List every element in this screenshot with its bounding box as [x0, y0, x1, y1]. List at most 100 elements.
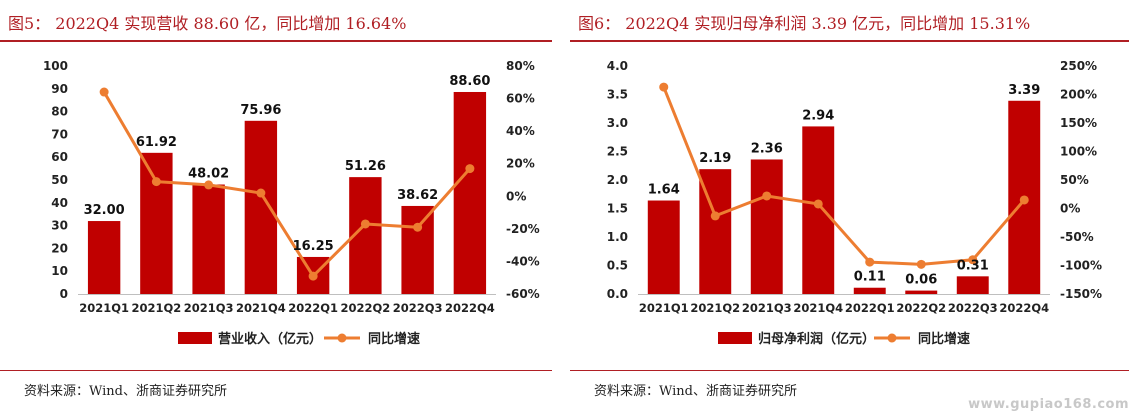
growth-point: [865, 257, 875, 267]
y-right-tick-label: 0%: [506, 189, 526, 203]
growth-point: [762, 191, 772, 201]
bar-data-label: 0.31: [957, 258, 989, 273]
x-tick-label: 2021Q3: [184, 301, 234, 315]
growth-point: [256, 188, 266, 198]
y-left-tick-label: 10: [51, 264, 68, 278]
y-right-tick-label: -40%: [506, 254, 540, 268]
y-right-tick-label: -100%: [1060, 259, 1102, 273]
y-right-tick-label: 20%: [506, 157, 535, 171]
bar: [802, 126, 835, 294]
y-right-tick-label: 250%: [1060, 59, 1097, 73]
y-left-tick-label: 90: [51, 82, 68, 96]
bar-data-label: 0.11: [854, 270, 886, 285]
bar-data-label: 2.36: [751, 141, 783, 156]
growth-point: [360, 219, 370, 229]
bar-data-label: 16.25: [293, 239, 334, 254]
y-right-tick-label: 0%: [1060, 202, 1080, 216]
y-left-tick-label: 3.0: [607, 116, 628, 130]
bar: [956, 276, 989, 294]
x-tick-label: 2021Q4: [236, 301, 286, 315]
bar-data-label: 88.60: [449, 74, 490, 89]
y-right-tick-label: 50%: [1060, 173, 1089, 187]
legend-bar-label: 归母净利润（亿元）: [758, 331, 875, 347]
y-left-tick-label: 100: [43, 59, 68, 73]
source-rule: [0, 370, 552, 371]
legend-line-label: 同比增速: [368, 331, 420, 347]
x-tick-label: 2021Q2: [690, 301, 740, 315]
y-left-tick-label: 80: [51, 105, 68, 119]
bar-data-label: 1.64: [648, 183, 680, 198]
x-tick-label: 2022Q4: [445, 301, 495, 315]
growth-point: [465, 164, 475, 174]
y-right-tick-label: -20%: [506, 222, 540, 236]
growth-point: [99, 87, 109, 97]
growth-point: [413, 222, 423, 232]
x-tick-label: 2021Q1: [639, 301, 689, 315]
revenue-chart: 0 10 20 30 40 50 60 70 80 90 100 -60% -40% -20% 0% 20% 4…: [43, 59, 540, 347]
y-left-tick-label: 4.0: [607, 59, 628, 73]
x-tick-label: 2022Q3: [393, 301, 443, 315]
y-left-tick-label: 3.5: [607, 88, 628, 102]
chart-title: 图6： 2022Q4 实现归母净利润 3.39 亿元，同比增加 15.31%: [578, 14, 1031, 33]
y-left-tick-label: 60: [51, 150, 68, 164]
bar-data-label: 32.00: [84, 203, 125, 218]
y-right-tick-label: -150%: [1060, 287, 1102, 301]
y-right-tick-label: 80%: [506, 59, 535, 73]
growth-point: [813, 199, 823, 209]
net-profit-chart: 0.0 0.5 1.0 1.5 2.0 2.5 3.0 3.5 4.0 -150% -100% -50…: [607, 59, 1102, 347]
bar: [244, 120, 278, 294]
x-tick-label: 2021Q4: [793, 301, 843, 315]
bar-data-label: 2.19: [699, 151, 731, 166]
x-tick-label: 2022Q2: [340, 301, 390, 315]
bar-data-label: 2.94: [802, 108, 834, 123]
source-rule: [570, 370, 1129, 371]
title-rule: [570, 40, 1129, 42]
y-left-tick-label: 2.5: [607, 145, 628, 159]
y-left-tick-label: 0.5: [607, 259, 628, 273]
x-tick-label: 2021Q3: [742, 301, 792, 315]
growth-point: [151, 177, 161, 187]
x-tick-label: 2021Q1: [79, 301, 129, 315]
growth-point: [204, 180, 214, 190]
y-left-tick-label: 30: [51, 219, 68, 233]
source-note: 资料来源：Wind、浙商证券研究所: [594, 384, 797, 399]
bar: [401, 205, 434, 294]
growth-point: [916, 259, 926, 269]
bar: [905, 290, 938, 294]
y-left-tick-label: 70: [51, 127, 68, 141]
legend-line-marker: [337, 333, 347, 343]
y-right-tick-label: 200%: [1060, 88, 1097, 102]
y-left-tick-label: 2.0: [607, 173, 628, 187]
bar: [192, 184, 225, 294]
x-tick-label: 2022Q4: [999, 301, 1049, 315]
bar-data-label: 61.92: [136, 135, 177, 150]
bar-data-label: 3.39: [1008, 83, 1040, 98]
y-right-tick-label: -50%: [1060, 230, 1094, 244]
bar-data-label: 75.96: [240, 103, 281, 118]
x-tick-label: 2021Q2: [131, 301, 181, 315]
y-left-tick-label: 0: [60, 287, 68, 301]
bar: [647, 200, 680, 294]
y-right-tick-label: 150%: [1060, 116, 1097, 130]
x-tick-label: 2022Q1: [845, 301, 895, 315]
y-right-tick-label: 100%: [1060, 145, 1097, 159]
bar-data-label: 48.02: [188, 167, 229, 182]
chart-panel-revenue: 图5： 2022Q4 实现营收 88.60 亿，同比增加 16.64% 0 10 2…: [0, 0, 558, 414]
growth-point: [710, 211, 720, 221]
y-left-tick-label: 0.0: [607, 287, 628, 301]
bar: [750, 159, 783, 294]
growth-point: [659, 82, 669, 92]
legend-bar-label: 营业收入（亿元）: [218, 331, 322, 347]
chart-title: 图5： 2022Q4 实现营收 88.60 亿，同比增加 16.64%: [8, 14, 407, 33]
legend-bar-swatch: [178, 332, 212, 344]
growth-point: [968, 255, 978, 265]
chart-panel-net-profit: 图6： 2022Q4 实现归母净利润 3.39 亿元，同比增加 15.31% 0…: [570, 0, 1135, 414]
y-left-tick-label: 1.5: [607, 202, 628, 216]
y-left-tick-label: 20: [51, 241, 68, 255]
legend-line-marker: [887, 333, 897, 343]
growth-line: [662, 86, 1026, 266]
bar-data-label: 38.62: [397, 188, 438, 203]
title-rule: [0, 40, 552, 42]
legend-bar-swatch: [718, 332, 752, 344]
y-left-tick-label: 50: [51, 173, 68, 187]
